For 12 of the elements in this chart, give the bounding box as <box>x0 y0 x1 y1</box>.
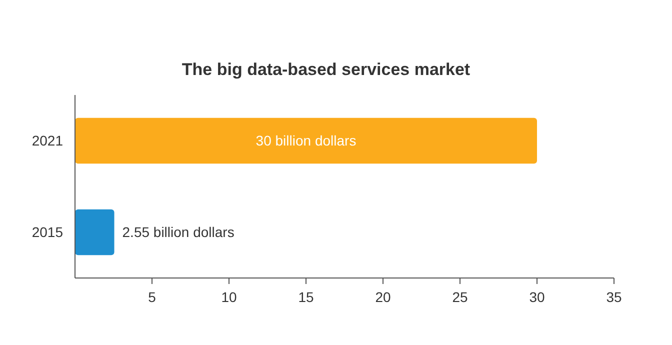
y-tick-label: 2015 <box>32 224 64 240</box>
y-tick-label: 2021 <box>32 132 64 149</box>
x-tick-label: 10 <box>221 289 237 305</box>
chart-title: The big data-based services market <box>182 60 470 79</box>
x-tick-label: 25 <box>452 289 468 305</box>
x-tick-label: 5 <box>148 289 156 305</box>
data-label: 2.55 billion dollars <box>122 224 234 240</box>
x-tick-label: 30 <box>529 289 545 305</box>
x-tick-label: 15 <box>298 289 314 305</box>
data-label: 30 billion dollars <box>256 132 356 149</box>
x-tick-label: 20 <box>375 289 391 305</box>
x-tick-label: 35 <box>606 289 622 305</box>
